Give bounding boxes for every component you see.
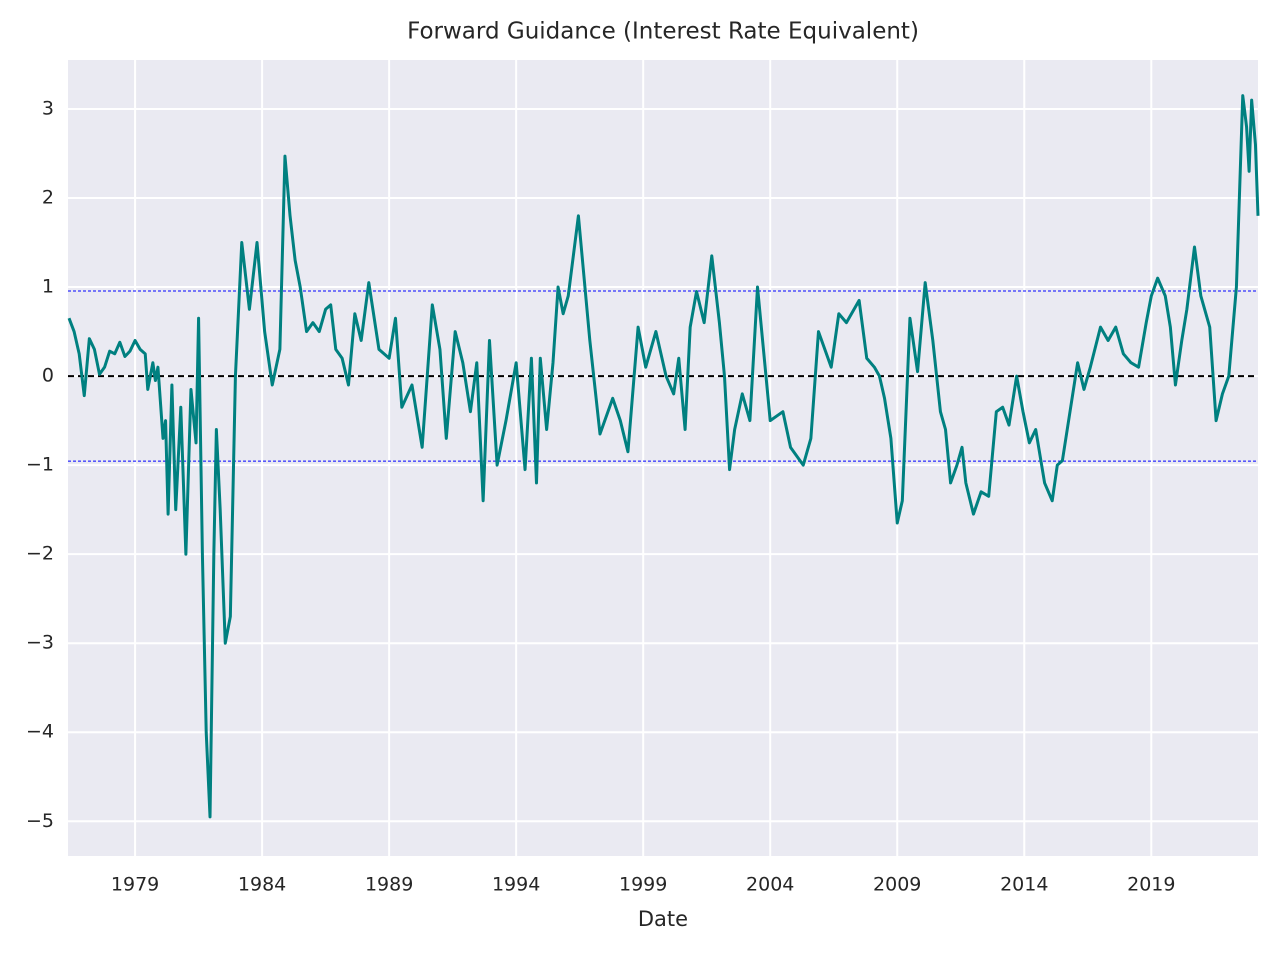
chart-title: Forward Guidance (Interest Rate Equivale… [407,19,919,45]
x-axis-label: Date [638,907,688,931]
x-tick-label: 1984 [238,874,286,896]
y-tick-label: −5 [26,810,54,832]
x-tick-label: 2014 [1000,874,1048,896]
y-tick-label: 1 [42,276,54,298]
y-tick-label: 3 [42,97,54,119]
y-tick-label: −2 [26,543,54,565]
x-tick-label: 2009 [873,874,921,896]
x-tick-label: 1994 [492,874,540,896]
plot-area [68,60,1258,856]
y-tick-label: 0 [42,365,54,387]
x-tick-label: 1979 [111,874,159,896]
y-tick-label: −4 [26,721,54,743]
x-tick-label: 1989 [365,874,413,896]
x-tick-label: 2019 [1127,874,1175,896]
y-tick-label: −3 [26,632,54,654]
y-tick-label: 2 [42,187,54,209]
x-tick-label: 2004 [746,874,794,896]
y-tick-label: −1 [26,454,54,476]
x-tick-label: 1999 [619,874,667,896]
data-line [67,94,1260,819]
